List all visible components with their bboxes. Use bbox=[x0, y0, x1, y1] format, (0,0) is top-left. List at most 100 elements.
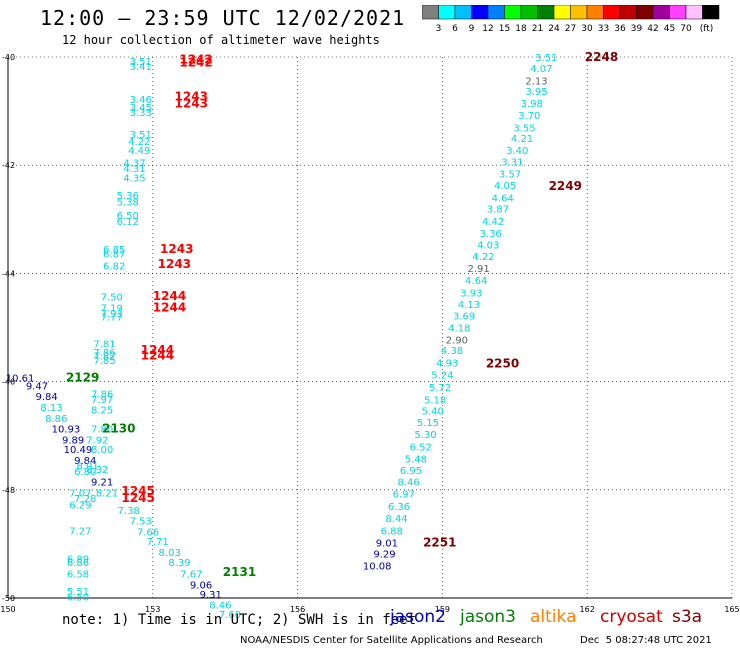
wave-height-label: 6.29 bbox=[69, 500, 91, 511]
wave-height-label: 7.38 bbox=[118, 506, 140, 517]
wave-height-label: 4.64 bbox=[465, 276, 487, 287]
wave-height-label: 2.91 bbox=[467, 264, 489, 275]
lat-tick-label: -50 bbox=[2, 594, 15, 603]
wave-height-label: 9.89 bbox=[62, 435, 84, 446]
colorbar-label: 36 bbox=[614, 24, 626, 34]
wave-height-label: 3.70 bbox=[518, 111, 540, 122]
wave-height-label: 9.06 bbox=[190, 580, 212, 591]
wave-height-label: 5.51 bbox=[67, 587, 89, 598]
lat-tick-label: -44 bbox=[2, 269, 15, 278]
pass-time-label: 2249 bbox=[549, 179, 582, 193]
wave-height-label: 3.36 bbox=[480, 229, 502, 240]
wave-height-label: 3.98 bbox=[521, 99, 543, 110]
wave-height-label: 6.12 bbox=[117, 217, 139, 228]
wave-height-label: 8.21 bbox=[96, 489, 118, 500]
wave-height-label: 7.97 bbox=[91, 395, 113, 406]
wave-height-label: 8.86 bbox=[45, 414, 67, 425]
wave-height-label: 7.85 bbox=[93, 356, 115, 367]
colorbar-label: 45 bbox=[664, 24, 675, 34]
wave-height-label: 3.57 bbox=[499, 169, 521, 180]
colorbar-label: 24 bbox=[548, 24, 560, 34]
lon-tick-label: 153 bbox=[145, 605, 160, 614]
pass-time-label: 1244 bbox=[141, 349, 174, 363]
wave-height-label: 7.60 bbox=[219, 610, 241, 621]
wave-height-label: 3.41 bbox=[130, 62, 152, 73]
wave-height-label: 3.31 bbox=[501, 157, 523, 168]
pass-time-label: 1242 bbox=[179, 55, 212, 69]
wave-height-label: 7.71 bbox=[146, 537, 168, 548]
wave-height-label: 9.84 bbox=[74, 456, 96, 467]
colorbar-label: 30 bbox=[581, 24, 593, 34]
wave-height-label: 2.90 bbox=[446, 335, 468, 346]
wave-height-label: 5.72 bbox=[429, 383, 451, 394]
wave-height-label: 8.03 bbox=[159, 548, 181, 559]
wave-height-label: 3.51 bbox=[130, 130, 152, 141]
wave-height-label: 6.50 bbox=[67, 592, 89, 603]
wave-height-label: 9.01 bbox=[376, 538, 398, 549]
lat-tick-label: -42 bbox=[2, 161, 15, 170]
colorbar-label: 27 bbox=[565, 24, 576, 34]
pass-time-label: 1243 bbox=[175, 89, 208, 103]
wave-height-label: 4.37 bbox=[123, 158, 145, 169]
wave-height-label: 10.93 bbox=[52, 425, 81, 436]
colorbar-label: 6 bbox=[452, 24, 458, 34]
wave-height-label: 6.86 bbox=[67, 558, 89, 569]
wave-height-label: 5.24 bbox=[431, 371, 453, 382]
wave-height-label: 3.55 bbox=[513, 123, 535, 134]
lon-tick-label: 150 bbox=[0, 605, 15, 614]
wave-height-label: 6.36 bbox=[388, 502, 410, 513]
wave-height-label: 3.46 bbox=[130, 95, 152, 106]
wave-height-label: 4.22 bbox=[128, 137, 150, 148]
wave-height-label: 8.13 bbox=[40, 403, 62, 414]
wave-height-label: 7.82 bbox=[93, 352, 115, 363]
wave-height-label: 7.19 bbox=[101, 303, 123, 314]
pass-time-label: 1243 bbox=[160, 242, 193, 256]
pass-time-label: 1244 bbox=[141, 343, 174, 357]
lon-tick-label: 162 bbox=[580, 605, 595, 614]
wave-height-label: 5.48 bbox=[405, 454, 427, 465]
lon-tick-label: 156 bbox=[290, 605, 305, 614]
wave-height-label: 9.84 bbox=[35, 392, 57, 403]
wave-height-label: 4.38 bbox=[441, 346, 463, 357]
pass-time-label: 2251 bbox=[423, 535, 456, 549]
legend-jason2: jason2 bbox=[390, 607, 446, 627]
timestamp-text: Dec 5 08:27:48 UTC 2021 bbox=[580, 635, 712, 646]
wave-height-label: 3.69 bbox=[453, 312, 475, 323]
colorbar-label: 15 bbox=[499, 24, 510, 34]
wave-height-label: 10.08 bbox=[363, 562, 392, 573]
wave-height-label: 6.80 bbox=[74, 467, 96, 478]
footer-note: note: 1) Time is in UTC; 2) SWH is in fe… bbox=[62, 612, 417, 628]
wave-height-label: 5.18 bbox=[424, 395, 446, 406]
wave-height-label: 5.30 bbox=[414, 430, 436, 441]
page-title: 12:00 — 23:59 UTC 12/02/2021 bbox=[40, 6, 406, 30]
wave-height-label: 7.50 bbox=[101, 293, 123, 304]
colorbar-label: 42 bbox=[647, 24, 658, 34]
wave-height-label: 7.80 bbox=[91, 425, 113, 436]
legend-altika: altika bbox=[530, 607, 577, 627]
wave-height-label: 7.86 bbox=[93, 348, 115, 359]
lon-tick-label: 159 bbox=[435, 605, 450, 614]
wave-height-label: 3.33 bbox=[130, 108, 152, 119]
wave-height-label: 8.00 bbox=[91, 445, 113, 456]
wave-height-label: 8.46 bbox=[397, 478, 419, 489]
pass-time-label: 2130 bbox=[102, 422, 135, 436]
wave-height-label: 7.93 bbox=[101, 309, 123, 320]
wave-height-label: 3.51 bbox=[535, 53, 557, 64]
wave-height-label: 4.03 bbox=[477, 241, 499, 252]
wave-height-label: 8.01 bbox=[77, 461, 99, 472]
wave-height-label: 9.29 bbox=[373, 550, 395, 561]
wave-height-label: 3.93 bbox=[460, 288, 482, 299]
credit-text: NOAA/NESDIS Center for Satellite Applica… bbox=[240, 635, 543, 646]
wave-height-label: 7.07 bbox=[69, 489, 91, 500]
colorbar-swatch bbox=[702, 5, 720, 20]
wave-height-label: 5.40 bbox=[422, 406, 444, 417]
wave-height-label: 7.28 bbox=[74, 494, 96, 505]
pass-time-label: 1245 bbox=[121, 484, 154, 498]
wave-height-label: 8.46 bbox=[209, 600, 231, 611]
pass-time-label: 1244 bbox=[153, 300, 186, 314]
color-legend: 3 6 9 12 15 18 21 24 27 30 33 36 39 42 45 70 (ft) bbox=[422, 5, 720, 34]
wave-height-label: 10.49 bbox=[64, 445, 93, 456]
lat-tick-label: -48 bbox=[2, 486, 15, 495]
wave-height-label: 6.85 bbox=[103, 245, 125, 256]
